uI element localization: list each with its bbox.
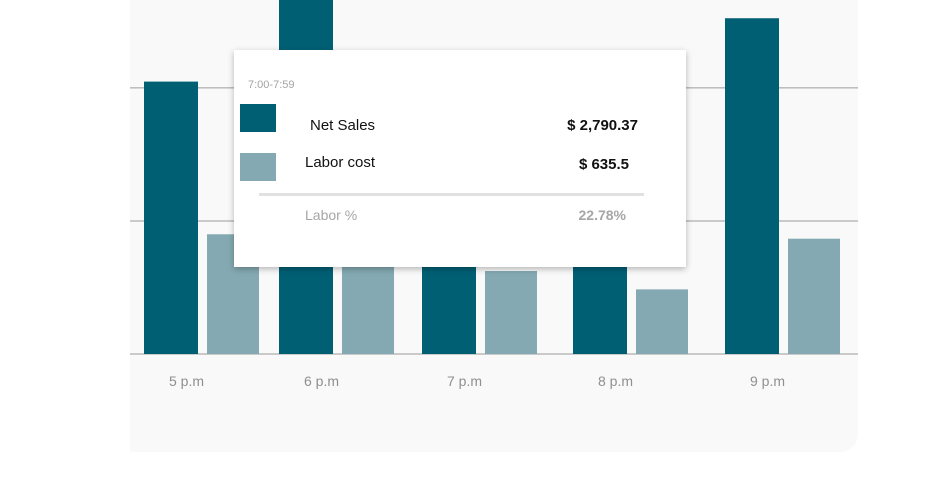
tooltip-time-range: 7:00-7:59 (248, 79, 295, 91)
net-sales-swatch (240, 104, 276, 132)
labor-cost-label: Labor cost (305, 154, 376, 171)
x-tick-label: 5 p.m (169, 373, 204, 389)
x-tick-label: 6 p.m (304, 373, 339, 389)
net-sales-bar-0[interactable] (144, 81, 198, 354)
background-cutout (0, 0, 130, 34)
labor-cost-swatch (240, 153, 276, 181)
hover-tooltip: 7:00-7:59 Net Sales $ 2,790.37 Labor cos… (234, 50, 686, 267)
labor-percent-label: Labor % (305, 207, 358, 223)
labor-cost-bar-3[interactable] (636, 289, 688, 354)
net-sales-value: $ 2,790.37 (567, 117, 638, 134)
labor-cost-bar-2[interactable] (485, 271, 537, 354)
labor-percent-value: 22.78% (578, 207, 626, 223)
x-tick-label: 7 p.m (447, 373, 482, 389)
labor-cost-value: $ 635.5 (578, 156, 629, 173)
x-tick-label: 8 p.m (598, 373, 633, 389)
x-tick-label: 9 p.m (750, 373, 785, 389)
net-sales-label: Net Sales (310, 117, 376, 134)
labor-cost-bar-4[interactable] (788, 238, 840, 354)
net-sales-bar-4[interactable] (725, 18, 779, 355)
x-axis-ticks: 5 p.m 6 p.m 7 p.m 8 p.m 9 p.m (169, 373, 785, 389)
tooltip-divider (259, 193, 644, 196)
